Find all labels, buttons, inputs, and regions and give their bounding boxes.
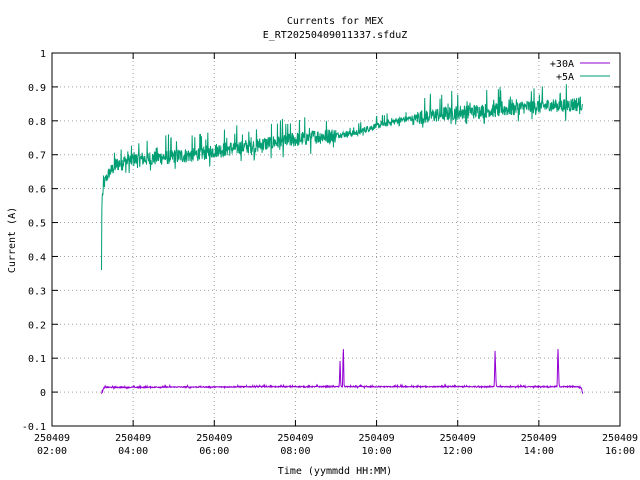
y-tick-label: 0.7 <box>28 151 46 162</box>
y-tick-label: 0.9 <box>28 83 46 94</box>
x-tick-label-time: 06:00 <box>199 446 229 457</box>
y-tick-label: 1 <box>40 49 46 60</box>
series-line-5a <box>101 84 583 271</box>
y-axis-label: Current (A) <box>7 207 18 273</box>
y-tick-label: 0.3 <box>28 286 46 297</box>
chart-title: Currents for MEX <box>287 16 383 27</box>
x-tick-label-time: 14:00 <box>524 446 554 457</box>
x-tick-label-time: 02:00 <box>37 446 67 457</box>
x-tick-label-time: 10:00 <box>362 446 392 457</box>
x-tick-label-time: 04:00 <box>118 446 148 457</box>
y-tick-label: 0.2 <box>28 320 46 331</box>
series-layer <box>101 84 584 394</box>
x-tick-label-date: 250409 <box>440 433 476 444</box>
x-tick-label-date: 250409 <box>521 433 557 444</box>
legend-label-30a: +30A <box>550 59 574 70</box>
x-tick-label-date: 250409 <box>115 433 151 444</box>
y-tick-label: 0.4 <box>28 252 46 263</box>
plot-frame <box>51 52 621 427</box>
x-tick-label-time: 08:00 <box>280 446 310 457</box>
legend-label-5a: +5A <box>556 72 574 83</box>
legend: +30A +5A <box>550 59 610 83</box>
x-tick-label-date: 250409 <box>196 433 232 444</box>
chart-subtitle: E_RT20250409011337.sfduZ <box>263 30 408 41</box>
y-tick-labels: -0.1 0 0.1 0.2 0.3 0.4 0.5 0.6 0.7 0.8 0.9 1 <box>22 49 46 433</box>
grid-lines <box>52 53 620 426</box>
y-tick-label: 0.1 <box>28 354 46 365</box>
x-tick-label-date: 250409 <box>277 433 313 444</box>
series-line-30a <box>101 348 584 394</box>
y-tick-label: 0 <box>40 388 46 399</box>
x-axis-label: Time (yymmdd HH:MM) <box>278 466 392 477</box>
y-tick-label: 0.5 <box>28 219 46 230</box>
x-tick-labels: 250409 02:00 250409 04:00 250409 06:00 250409 0… <box>34 433 638 457</box>
x-tick-label-date: 250409 <box>34 433 70 444</box>
y-tick-label: -0.1 <box>22 422 46 433</box>
y-tick-label: 0.8 <box>28 117 46 128</box>
x-tick-label-date: 250409 <box>602 433 638 444</box>
x-tick-label-time: 12:00 <box>443 446 473 457</box>
x-tick-label-time: 16:00 <box>605 446 635 457</box>
y-tick-label: 0.6 <box>28 185 46 196</box>
x-tick-label-date: 250409 <box>359 433 395 444</box>
